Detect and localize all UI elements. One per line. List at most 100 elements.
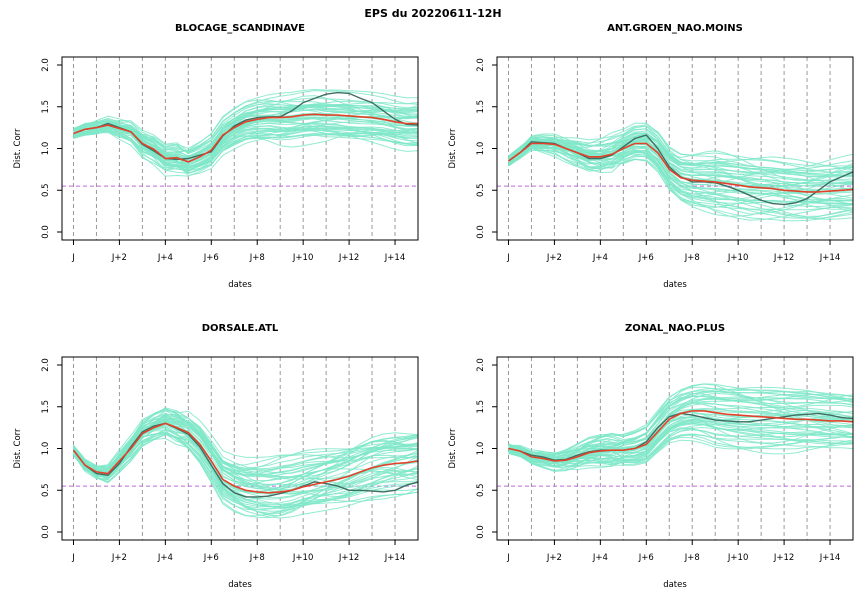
ensemble-member-line xyxy=(508,428,854,467)
x-tick-label: J+6 xyxy=(638,253,654,263)
x-tick-label: J+2 xyxy=(546,253,562,263)
x-tick-label: J+4 xyxy=(157,253,173,263)
chart-title: BLOCAGE_SCANDINAVE xyxy=(175,23,305,34)
x-axis-label: dates xyxy=(228,280,252,290)
ensemble-member-line xyxy=(73,122,419,166)
ensemble-member-line xyxy=(73,408,419,468)
y-tick-label: 0.0 xyxy=(476,525,486,539)
ensemble-member-line xyxy=(73,124,419,174)
y-tick-label: 2.0 xyxy=(41,358,51,372)
ensemble-member-line xyxy=(73,125,419,171)
ensemble-member-line xyxy=(73,434,419,510)
ensemble-member-line xyxy=(508,427,854,471)
x-tick-label: J xyxy=(506,253,510,263)
x-tick-label: J+14 xyxy=(819,553,840,563)
y-tick-label: 1.0 xyxy=(476,142,486,156)
x-tick-label: J+10 xyxy=(292,253,313,263)
ensemble-mean-line xyxy=(73,113,418,163)
y-axis-label: Dist. Corr xyxy=(13,428,23,469)
x-tick-label: J+6 xyxy=(638,553,654,563)
y-axis-label: Dist. Corr xyxy=(13,128,23,169)
ensemble-member-line xyxy=(73,420,419,501)
x-tick-label: J+12 xyxy=(773,553,794,563)
ensemble-member-line xyxy=(508,386,854,458)
x-tick-label: J+12 xyxy=(338,253,359,263)
ensemble-member-line xyxy=(73,127,419,173)
ensemble-member-line xyxy=(508,420,854,468)
ensemble-member-line xyxy=(508,422,854,468)
ensemble-mean-line xyxy=(508,142,854,193)
x-tick-label: J+12 xyxy=(773,253,794,263)
y-tick-label: 2.0 xyxy=(41,58,51,72)
x-tick-label: J+8 xyxy=(249,253,265,263)
x-tick-label: J+8 xyxy=(684,253,700,263)
ensemble-member-line xyxy=(73,117,419,167)
y-axis-label: Dist. Corr xyxy=(448,128,458,169)
ensemble-member-line xyxy=(508,383,854,460)
x-axis-label: dates xyxy=(228,580,252,590)
ensemble-mean-line xyxy=(508,410,854,462)
x-axis-label: dates xyxy=(663,580,687,590)
y-tick-label: 1.5 xyxy=(41,400,51,414)
x-tick-label: J+10 xyxy=(292,553,313,563)
y-tick-label: 0.5 xyxy=(41,183,51,197)
x-tick-label: J+6 xyxy=(203,253,219,263)
x-tick-label: J+14 xyxy=(819,253,840,263)
chart-title: ZONAL_NAO.PLUS xyxy=(625,323,725,334)
y-tick-label: 1.0 xyxy=(476,442,486,456)
x-tick-label: J+2 xyxy=(111,253,127,263)
y-tick-label: 1.5 xyxy=(41,100,51,114)
ensemble-member-line xyxy=(508,134,854,182)
ensemble-member-line xyxy=(508,136,854,182)
x-tick-label: J+4 xyxy=(592,253,608,263)
x-tick-label: J+10 xyxy=(727,553,748,563)
y-tick-label: 2.0 xyxy=(476,58,486,72)
x-tick-label: J+2 xyxy=(111,553,127,563)
ensemble-member-line xyxy=(508,416,854,458)
y-tick-label: 0.5 xyxy=(476,483,486,497)
y-tick-label: 0.0 xyxy=(41,525,51,539)
chart-panel-3: DORSALE.ATL dates Dist. Corr 0.0 0.5 1.0 1.5 2.… xyxy=(13,323,419,590)
y-tick-label: 0.0 xyxy=(476,225,486,239)
x-tick-label: J+4 xyxy=(592,553,608,563)
ensemble-member-line xyxy=(508,139,854,205)
x-tick-label: J xyxy=(71,253,75,263)
ensemble-member-line xyxy=(73,424,419,498)
x-tick-label: J+10 xyxy=(727,253,748,263)
ensemble-member-line xyxy=(508,125,854,171)
y-tick-label: 0.5 xyxy=(41,483,51,497)
y-axis-label: Dist. Corr xyxy=(448,428,458,469)
x-tick-label: J+8 xyxy=(684,553,700,563)
ensemble-member-line xyxy=(508,395,854,456)
x-tick-label: J+2 xyxy=(546,553,562,563)
y-tick-label: 0.5 xyxy=(476,183,486,197)
x-tick-label: J+14 xyxy=(384,553,405,563)
plot-frame xyxy=(496,56,854,241)
plot-frame xyxy=(61,56,419,241)
y-tick-label: 0.0 xyxy=(41,225,51,239)
figure-suptitle: EPS du 20220611-12H xyxy=(364,7,501,20)
plot-frame xyxy=(496,356,854,541)
ensemble-member-line xyxy=(73,129,419,177)
x-axis-label: dates xyxy=(663,280,687,290)
control-member-line xyxy=(72,422,419,498)
y-tick-label: 1.0 xyxy=(41,442,51,456)
y-tick-label: 2.0 xyxy=(476,358,486,372)
x-tick-label: J+6 xyxy=(203,553,219,563)
chart-title: ANT.GROEN_NAO.MOINS xyxy=(607,23,743,34)
ensemble-member-line xyxy=(508,402,854,459)
x-tick-label: J+4 xyxy=(157,553,173,563)
ensemble-member-line xyxy=(508,434,854,466)
ensemble-member-line xyxy=(508,139,854,187)
x-tick-label: J+8 xyxy=(249,553,265,563)
y-tick-label: 1.0 xyxy=(41,142,51,156)
ensemble-member-line xyxy=(508,147,854,219)
x-tick-label: J xyxy=(506,553,510,563)
ensemble-member-line xyxy=(73,410,419,474)
chart-title: DORSALE.ATL xyxy=(202,323,279,334)
x-tick-label: J+14 xyxy=(384,253,405,263)
